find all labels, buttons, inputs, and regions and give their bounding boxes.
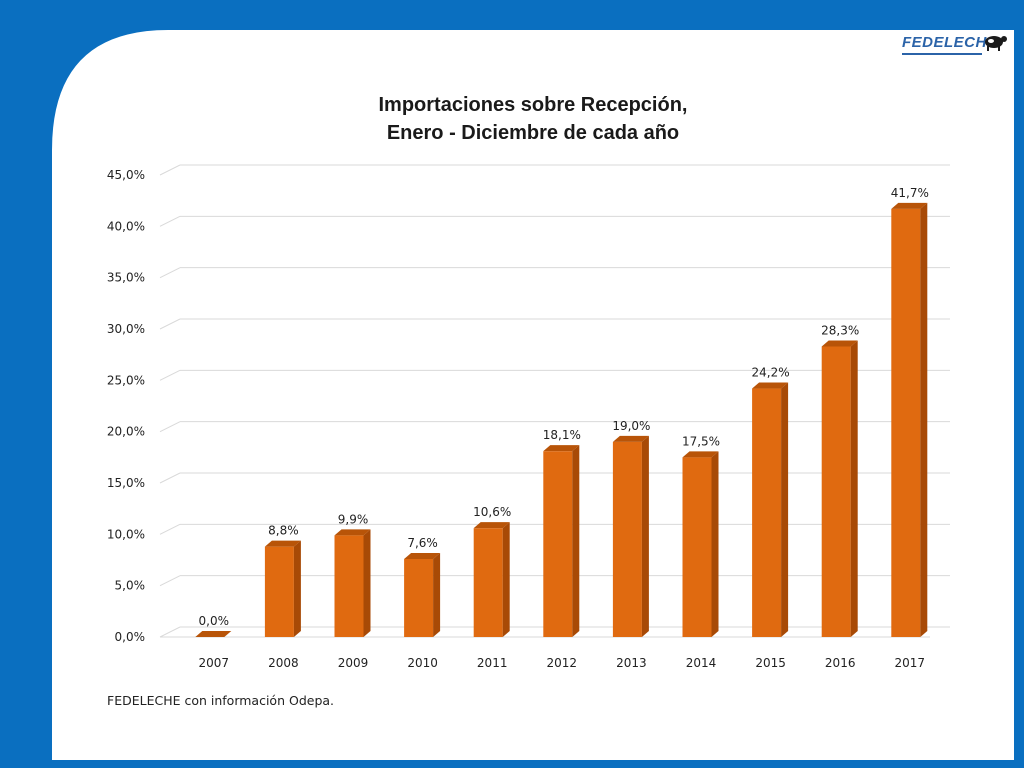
- chart-title-line-1: Importaciones sobre Recepción,: [379, 94, 688, 116]
- gridline-diagonal: [159, 523, 181, 535]
- bar-front: [682, 457, 712, 637]
- data-labels: 0,0% 8,8% 9,9% 7,6% 10,6% 18,1% 19,0% 17,5% 24,2…: [199, 186, 929, 628]
- x-tick-label: 2009: [338, 656, 369, 670]
- source-note: FEDELECHE con información Odepa.: [107, 693, 335, 708]
- data-label: 9,9%: [338, 512, 369, 526]
- bar-front: [752, 388, 782, 637]
- data-label: 17,5%: [682, 434, 720, 448]
- x-tick-label: 2014: [686, 656, 717, 670]
- y-tick-label: 15,0%: [107, 476, 145, 490]
- bar-side: [363, 529, 371, 637]
- y-tick-label: 30,0%: [107, 322, 145, 336]
- chart-title-line-2: Enero - Diciembre de cada año: [387, 122, 679, 144]
- data-label: 18,1%: [543, 428, 581, 442]
- data-label: 0,0%: [199, 614, 230, 628]
- bar: [682, 451, 719, 637]
- bar-front: [473, 528, 503, 637]
- gridline-diagonal: [159, 575, 181, 587]
- data-label: 19,0%: [612, 419, 650, 433]
- x-tick-label: 2007: [199, 656, 230, 670]
- bar-front: [264, 546, 294, 637]
- gridline-diagonal: [159, 215, 181, 227]
- bar-side: [433, 552, 441, 637]
- bar-top: [543, 445, 580, 452]
- bar-side: [502, 522, 510, 637]
- y-tick-label: 25,0%: [107, 373, 145, 387]
- gridline-diagonal: [159, 626, 181, 638]
- bar-top: [612, 435, 649, 442]
- bar-top: [891, 202, 928, 209]
- bar-front: [821, 346, 851, 637]
- data-label: 24,2%: [752, 366, 790, 380]
- bar: [891, 202, 928, 637]
- x-tick-label: 2012: [547, 656, 578, 670]
- x-tick-label: 2010: [407, 656, 438, 670]
- y-tick-label: 40,0%: [107, 219, 145, 233]
- logo-text: FEDELECHE: [902, 34, 998, 51]
- bar-top: [473, 522, 510, 529]
- x-axis-tick-labels: 2007 2008 2009 2010 2011 2012 2013 2014 2015 2016…: [199, 656, 926, 670]
- logo-underline: [902, 53, 982, 55]
- bar-top: [821, 340, 858, 347]
- bar: [334, 529, 371, 637]
- bar-front: [334, 535, 364, 637]
- gridline-diagonal: [159, 472, 181, 484]
- y-tick-label: 35,0%: [107, 271, 145, 285]
- bar-side: [641, 435, 649, 637]
- x-tick-label: 2015: [755, 656, 786, 670]
- gridline-diagonal: [159, 369, 181, 381]
- y-tick-label: 5,0%: [115, 579, 146, 593]
- x-tick-label: 2011: [477, 656, 508, 670]
- bar-side: [293, 540, 301, 637]
- chart-title: Importaciones sobre Recepción, Enero - D…: [379, 94, 688, 144]
- bar: [264, 540, 301, 637]
- data-label: 41,7%: [891, 186, 929, 200]
- data-label: 28,3%: [821, 323, 859, 337]
- bar-front: [612, 441, 642, 637]
- x-tick-label: 2013: [616, 656, 647, 670]
- bar: [195, 631, 232, 637]
- bar-top: [682, 451, 719, 458]
- y-tick-label: 10,0%: [107, 527, 145, 541]
- bar: [473, 522, 510, 637]
- cow-icon: [985, 36, 1007, 51]
- y-tick-label: 0,0%: [115, 630, 146, 644]
- x-tick-label: 2017: [895, 656, 926, 670]
- bar-side: [850, 340, 858, 637]
- bar-top: [752, 382, 789, 389]
- y-tick-label: 45,0%: [107, 168, 145, 182]
- bar-side: [920, 202, 928, 637]
- bar-front: [543, 451, 573, 637]
- bar-side: [781, 382, 789, 637]
- bar: [404, 552, 441, 637]
- gridline-diagonal: [159, 164, 181, 176]
- bar-front: [891, 208, 921, 637]
- bar: [752, 382, 789, 637]
- bars: [195, 202, 928, 637]
- bar-side: [572, 445, 580, 637]
- bar: [612, 435, 649, 637]
- bar-top: [195, 631, 232, 637]
- bar-side: [711, 451, 719, 637]
- x-tick-label: 2016: [825, 656, 856, 670]
- bar: [821, 340, 858, 637]
- gridline-diagonal: [159, 318, 181, 330]
- data-label: 7,6%: [407, 536, 438, 550]
- bar: [543, 445, 580, 637]
- data-label: 10,6%: [473, 505, 511, 519]
- y-axis-tick-labels: 0,0% 5,0% 10,0% 15,0% 20,0% 25,0% 30,0% 35,0% 40…: [107, 168, 145, 644]
- bar-top: [264, 540, 301, 547]
- fedeleche-logo: FEDELECHE: [902, 34, 1008, 60]
- x-tick-label: 2008: [268, 656, 299, 670]
- bar-top: [334, 529, 371, 536]
- gridline-diagonal: [159, 267, 181, 279]
- bar-front: [404, 558, 434, 637]
- data-label: 8,8%: [268, 524, 299, 538]
- bar-top: [404, 552, 441, 559]
- y-tick-label: 20,0%: [107, 425, 145, 439]
- gridline-diagonal: [159, 421, 181, 433]
